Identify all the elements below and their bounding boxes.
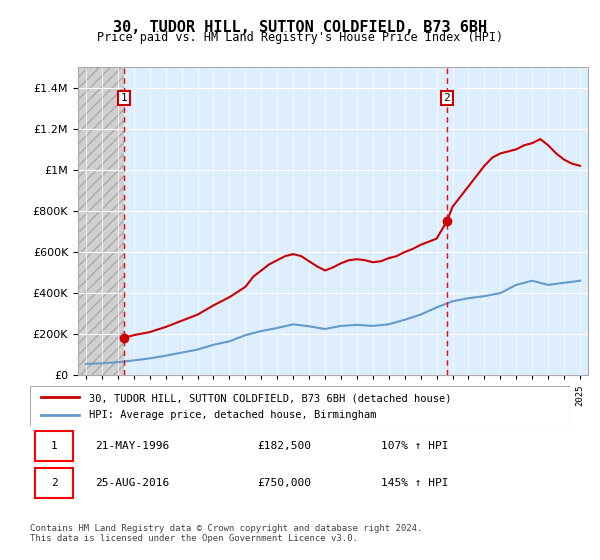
Text: 2: 2	[51, 478, 58, 488]
Text: HPI: Average price, detached house, Birmingham: HPI: Average price, detached house, Birm…	[89, 410, 377, 421]
Text: 1: 1	[51, 441, 58, 451]
Text: 21-MAY-1996: 21-MAY-1996	[95, 441, 169, 451]
Text: Contains HM Land Registry data © Crown copyright and database right 2024.
This d: Contains HM Land Registry data © Crown c…	[30, 524, 422, 543]
Text: 1: 1	[121, 93, 127, 103]
Bar	[35, 468, 73, 498]
Text: Price paid vs. HM Land Registry's House Price Index (HPI): Price paid vs. HM Land Registry's House …	[97, 31, 503, 44]
Text: 107% ↑ HPI: 107% ↑ HPI	[381, 441, 449, 451]
Text: 2: 2	[443, 93, 451, 103]
Text: £750,000: £750,000	[257, 478, 311, 488]
Text: 30, TUDOR HILL, SUTTON COLDFIELD, B73 6BH (detached house): 30, TUDOR HILL, SUTTON COLDFIELD, B73 6B…	[89, 393, 452, 403]
Bar	[35, 431, 73, 461]
Text: 30, TUDOR HILL, SUTTON COLDFIELD, B73 6BH: 30, TUDOR HILL, SUTTON COLDFIELD, B73 6B…	[113, 20, 487, 35]
Text: 25-AUG-2016: 25-AUG-2016	[95, 478, 169, 488]
Text: 145% ↑ HPI: 145% ↑ HPI	[381, 478, 449, 488]
Text: £182,500: £182,500	[257, 441, 311, 451]
Bar	[78, 67, 124, 375]
